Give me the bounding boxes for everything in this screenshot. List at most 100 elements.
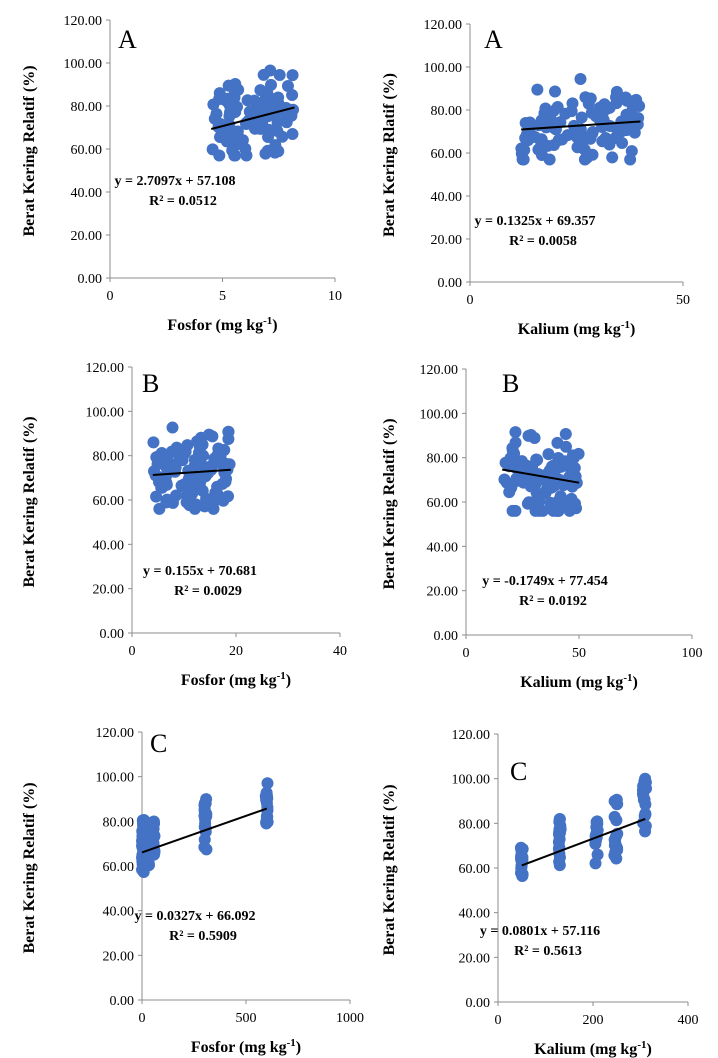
r-squared: R² = 0.0512 [149, 194, 217, 209]
data-point [508, 447, 521, 460]
y-tick-label: 40.00 [103, 905, 135, 920]
y-tick-label: 20.00 [71, 229, 103, 244]
y-tick-label: 0.00 [100, 627, 125, 642]
data-point [207, 502, 220, 515]
data-point [564, 459, 577, 472]
data-point [530, 454, 543, 467]
data-point [217, 126, 230, 139]
data-point [631, 118, 644, 131]
y-tick-label: 120.00 [64, 14, 103, 29]
data-point [206, 430, 219, 443]
trend-equation: y = 0.155x + 70.681 [143, 564, 257, 579]
x-axis-label: Kalium (mg kg-1) [518, 319, 636, 338]
r-squared: R² = 0.0058 [509, 234, 577, 249]
data-point [518, 144, 531, 157]
data-point [553, 815, 566, 828]
data-point [200, 810, 213, 823]
y-axis-label: Berat Kering Relatif (%) [21, 782, 38, 953]
data-point [161, 454, 174, 467]
y-tick-label: 20.00 [93, 583, 125, 598]
x-tick-label: 20 [229, 644, 243, 659]
x-tick-label: 50 [572, 646, 586, 661]
data-point [610, 91, 623, 104]
data-point [509, 426, 522, 439]
data-point [535, 148, 548, 161]
data-point [514, 842, 527, 855]
r-squared: R² = 0.0192 [519, 594, 587, 609]
y-tick-label: 80.00 [427, 452, 459, 467]
data-point [608, 810, 621, 823]
data-point [571, 141, 584, 154]
data-point [515, 455, 528, 468]
data-point [170, 441, 183, 454]
y-axis-label: Berat Kering Relatif (%) [381, 784, 398, 955]
x-tick-label: 0 [139, 1011, 146, 1026]
x-tick-label: 0 [463, 646, 470, 661]
panel-letter: A [484, 25, 503, 54]
y-axis-label: Berat Kering Relatif (%) [21, 65, 38, 236]
data-point [221, 92, 234, 105]
trend-line [152, 468, 231, 476]
y-tick-label: 120.00 [420, 363, 459, 378]
data-point [207, 98, 220, 111]
data-point [579, 131, 592, 144]
data-point [625, 145, 638, 158]
data-point [272, 145, 285, 158]
data-point [249, 112, 262, 125]
data-point [198, 841, 211, 854]
y-tick-label: 60.00 [459, 862, 491, 877]
data-point [212, 442, 225, 455]
data-point [578, 153, 591, 166]
data-point [609, 846, 622, 859]
r-squared: R² = 0.5909 [169, 929, 237, 944]
trend-equation: y = -0.1749x + 77.454 [482, 574, 608, 589]
data-point [553, 851, 566, 864]
data-point [181, 439, 194, 452]
data-point [232, 83, 245, 96]
data-point [559, 428, 572, 441]
data-point [286, 69, 299, 82]
data-point [519, 116, 532, 129]
r-squared: R² = 0.0029 [174, 584, 242, 599]
data-point [539, 487, 552, 500]
panel-b-kalium: 0.00 20.00 40.00 60.00 80.00 100.00 120.00 0 50 1… [381, 363, 703, 691]
panel-letter: C [510, 757, 527, 786]
data-point [570, 131, 583, 144]
data-point [199, 797, 212, 810]
y-tick-label: 80.00 [431, 104, 463, 119]
data-point [517, 153, 530, 166]
x-tick-label: 100 [682, 646, 703, 661]
data-point [589, 857, 602, 870]
y-tick-label: 60.00 [93, 494, 125, 509]
y-tick-label: 0.00 [78, 272, 103, 287]
data-point [550, 118, 563, 131]
panel-letter: C [150, 729, 167, 758]
x-axis-label: Kalium (mg kg-1) [520, 672, 638, 691]
y-tick-label: 80.00 [459, 817, 491, 832]
x-tick-label: 0 [107, 289, 114, 304]
y-tick-label: 20.00 [103, 949, 135, 964]
data-point [230, 132, 243, 145]
x-tick-label: 0 [129, 644, 136, 659]
x-axis-label: Fosfor (mg kg-1) [191, 1037, 301, 1056]
data-point [551, 436, 564, 449]
data-point [568, 121, 581, 134]
panel-c-fosfor: 0.00 20.00 40.00 60.00 80.00 100.00 120.00 0 500… [21, 726, 364, 1056]
data-point [552, 504, 565, 517]
data-point [504, 482, 517, 495]
data-point [509, 504, 522, 517]
data-point [543, 464, 556, 477]
y-tick-label: 60.00 [103, 860, 135, 875]
trend-line [501, 468, 580, 484]
trend-line [521, 818, 646, 867]
data-point [516, 851, 529, 864]
data-point [260, 791, 273, 804]
data-point [222, 490, 235, 503]
data-point [498, 473, 511, 486]
trend-line [521, 120, 641, 131]
data-point [228, 149, 241, 162]
data-point [603, 101, 616, 114]
y-tick-label: 60.00 [431, 147, 463, 162]
data-point [160, 496, 173, 509]
r-squared: R² = 0.5613 [514, 944, 582, 959]
